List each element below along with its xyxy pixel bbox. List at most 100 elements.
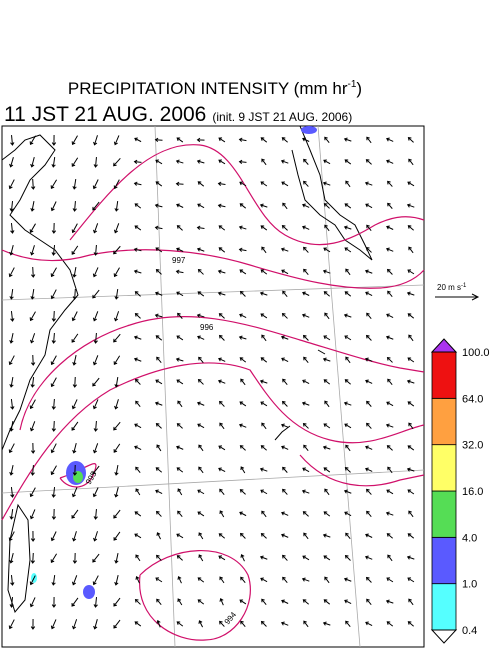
- wind-arrow: [406, 555, 415, 560]
- wind-arrow: [9, 420, 14, 432]
- wind-arrow: [259, 467, 268, 472]
- wind-arrow: [156, 532, 162, 540]
- wind-arrow: [50, 355, 57, 366]
- wind-arrow: [239, 532, 246, 539]
- wind-arrow: [114, 376, 119, 388]
- wind-arrow: [72, 464, 78, 476]
- wind-arrow: [154, 137, 163, 143]
- rain-area: [301, 126, 317, 134]
- wind-arrow: [280, 335, 289, 340]
- wind-arrow: [238, 335, 247, 340]
- wind-arrow: [238, 159, 247, 165]
- wind-arrow: [322, 533, 331, 538]
- colorbar: 0.4 1.0 4.0 16.0 32.0 64.0 100.0: [430, 338, 490, 644]
- wind-arrow: [344, 467, 351, 473]
- wind-arrow: [323, 203, 330, 209]
- wind-arrow: [71, 245, 79, 255]
- wind-arrow: [240, 554, 245, 562]
- wind-arrow: [301, 313, 310, 318]
- wind-arrow: [281, 599, 289, 604]
- wind-arrow: [29, 509, 36, 520]
- wind-arrow: [71, 157, 79, 167]
- wind-arrow: [344, 203, 352, 209]
- wind-arrow: [30, 354, 36, 366]
- wind-arrow: [343, 577, 352, 582]
- wind-arrow: [302, 137, 310, 142]
- wind-arrow: [303, 180, 309, 187]
- wind-arrow: [239, 445, 246, 451]
- wind-arrow: [385, 335, 394, 340]
- wind-arrow: [72, 376, 78, 388]
- colorbar-bin: [431, 444, 457, 492]
- wind-arrow: [135, 400, 141, 408]
- wind-arrow: [282, 488, 288, 495]
- wind-arrow: [92, 355, 99, 366]
- wind-arrow: [260, 489, 268, 495]
- wind-arrow: [324, 312, 330, 320]
- wind-arrow: [8, 267, 15, 278]
- wind-arrow: [9, 553, 14, 564]
- wind-arrow: [197, 335, 205, 340]
- wind-arrow: [282, 290, 288, 298]
- wind-arrow: [154, 401, 163, 406]
- isobar: [1, 362, 425, 521]
- wind-arrow: [366, 598, 372, 606]
- wind-arrow: [197, 577, 205, 583]
- wind-arrow: [323, 247, 331, 253]
- wind-arrow: [217, 181, 226, 186]
- wind-arrow: [387, 466, 393, 474]
- wind-arrow: [259, 379, 268, 384]
- wind-arrow: [344, 511, 352, 517]
- wind-arrow: [51, 486, 56, 498]
- wind-arrow: [71, 575, 78, 586]
- wind-arrow: [407, 357, 415, 363]
- wind-arrow: [197, 599, 205, 605]
- wind-arrow: [259, 291, 268, 296]
- wind-arrow: [30, 464, 35, 476]
- wind-arrow: [133, 159, 142, 165]
- wind-arrow: [113, 443, 121, 453]
- wind-arrow: [406, 291, 415, 296]
- wind-arrow: [385, 599, 394, 604]
- wind-arrow: [93, 332, 98, 344]
- wind-arrow: [71, 509, 79, 519]
- wind-arrow: [93, 156, 98, 168]
- wind-arrow: [156, 619, 161, 628]
- wind-arrow: [154, 313, 163, 318]
- wind-arrow: [29, 311, 36, 322]
- isobar: [1, 249, 425, 289]
- wind-arrow: [176, 555, 183, 561]
- wind-arrow: [9, 596, 14, 608]
- wind-arrow: [364, 181, 373, 186]
- wind-arrow: [197, 291, 205, 297]
- contour-label: 997: [172, 256, 186, 265]
- wind-arrow: [259, 203, 268, 208]
- wind-arrow: [260, 357, 268, 363]
- grid-line: [154, 125, 176, 648]
- wind-arrow: [324, 224, 330, 232]
- wind-arrow: [154, 203, 163, 208]
- wind-arrow: [10, 222, 15, 234]
- wind-arrow: [92, 487, 99, 498]
- wind-arrow: [31, 178, 36, 190]
- colorbar-label: 100.0: [462, 347, 490, 359]
- wind-arrow: [51, 332, 56, 344]
- wind-arrow: [343, 489, 352, 494]
- coastline: [317, 349, 326, 355]
- wind-arrow: [114, 399, 119, 410]
- wind-arrow: [260, 269, 268, 275]
- wind-arrow: [301, 577, 310, 582]
- wind-arrow: [51, 134, 57, 146]
- wind-arrow: [386, 225, 394, 230]
- wind-arrow: [365, 203, 373, 209]
- wind-arrow: [196, 225, 205, 230]
- wind-arrow: [218, 313, 225, 319]
- wind-arrow: [281, 400, 288, 407]
- wind-arrow: [364, 357, 373, 362]
- wind-arrow: [281, 137, 288, 143]
- wind-arrow: [176, 445, 184, 450]
- wind-arrow: [239, 401, 247, 407]
- wind-arrow: [133, 181, 142, 186]
- colorbar-label: 4.0: [462, 532, 477, 544]
- wind-arrow: [323, 291, 330, 297]
